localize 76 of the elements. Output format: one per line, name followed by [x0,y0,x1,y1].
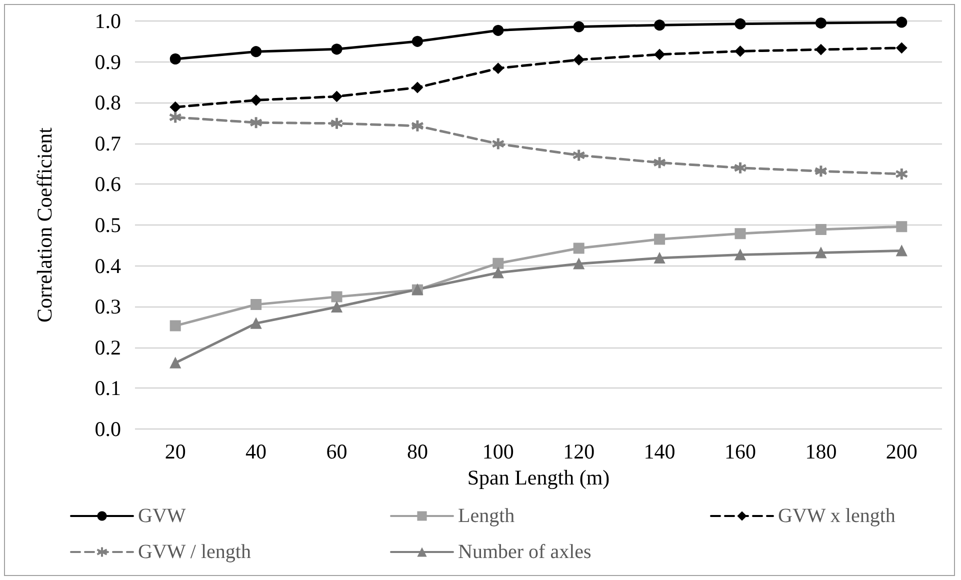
point [492,62,504,74]
y-tick-label: 0.8 [94,90,121,115]
point [249,116,263,130]
x-tick-label: 160 [724,440,756,464]
point [492,24,504,36]
point [654,48,666,60]
point [250,299,262,310]
point [896,221,908,232]
point [331,90,342,102]
point [330,116,344,130]
y-tick-label: 0.1 [94,376,121,400]
point [572,148,586,162]
point [815,18,826,29]
y-tick-label: 0.0 [94,417,121,441]
point [491,137,505,151]
y-tick-label: 0.6 [94,172,121,196]
legend-label: Number of axles [458,541,592,563]
point [815,44,826,56]
point [412,82,423,94]
legend-label: GVW / length [138,541,251,563]
point [250,318,262,329]
point [734,161,747,175]
point [492,258,504,269]
point [815,247,826,258]
point [250,46,262,58]
point [250,94,262,106]
x-tick-label: 140 [644,440,676,464]
x-tick-label: 120 [563,440,595,464]
x-tick-label: 20 [164,440,186,464]
y-tick-label: 0.5 [94,213,121,237]
y-tick-label: 1.0 [94,9,121,33]
point [652,156,666,170]
y-tick-label: 0.7 [94,131,121,156]
y-tick-label: 0.9 [94,50,121,74]
point [573,258,584,270]
legend-label: Length [458,505,515,527]
point [734,228,746,240]
point [573,21,584,32]
point [896,16,908,28]
y-axis-title: Correlation Coefficient [32,127,56,322]
point [170,357,181,368]
point [331,44,342,55]
point [896,245,908,256]
x-axis-title: Span Length (m) [467,466,610,490]
point [734,249,746,260]
point [815,224,826,235]
point [170,102,181,113]
point [170,53,181,64]
point [896,42,908,54]
point [894,167,908,181]
point [492,267,504,278]
x-tick-label: 60 [326,440,348,464]
point [331,291,342,302]
point [734,18,746,30]
point [168,110,182,124]
point [412,36,423,47]
point [654,234,666,245]
x-tick-label: 40 [246,440,267,464]
point [654,20,666,31]
point [170,320,181,332]
x-tick-label: 100 [482,440,514,464]
point [654,252,666,264]
y-tick-label: 0.4 [94,254,122,278]
y-tick-label: 0.3 [94,294,121,319]
point [734,46,746,57]
x-tick-label: 180 [805,440,837,464]
legend-label: GVW x length [778,505,896,527]
point [331,302,342,313]
point [573,242,584,254]
x-tick-label: 200 [886,440,918,464]
point [410,119,424,133]
point [814,164,828,178]
legend-label: GVW [138,505,186,527]
point [573,54,584,66]
y-tick-label: 0.2 [94,335,121,360]
x-tick-label: 80 [406,440,428,464]
